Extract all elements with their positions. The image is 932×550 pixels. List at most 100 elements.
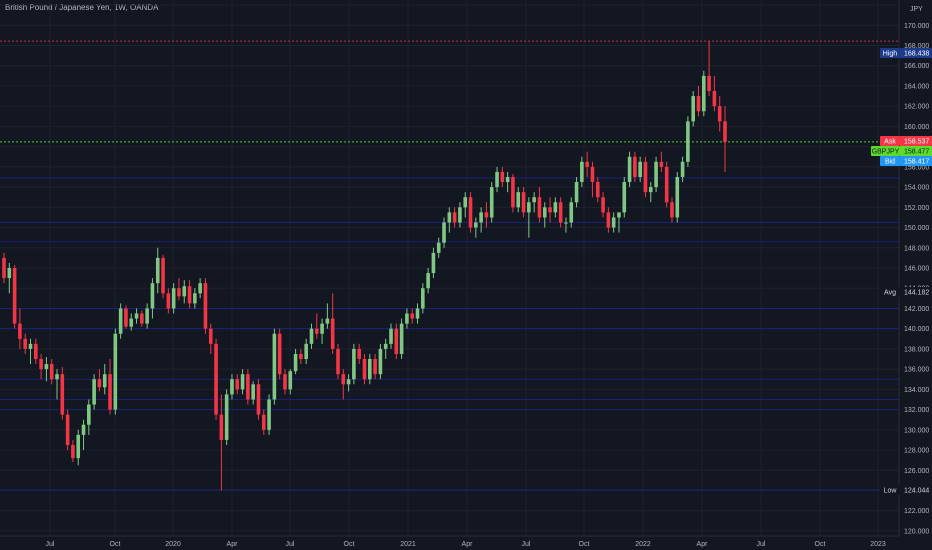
candle — [277, 328, 282, 380]
price-axis-unit: JPY — [910, 6, 923, 13]
time-tick-label: Oct — [110, 541, 121, 548]
price-tick-label: 128.000 — [904, 448, 929, 455]
candle — [2, 252, 6, 284]
candle — [76, 429, 81, 466]
price-tag-label: Ask — [884, 139, 896, 146]
candle — [474, 217, 478, 238]
price-tag-label: Low — [884, 488, 898, 495]
price-tick-label: 162.000 — [904, 104, 929, 111]
price-tag-value: 158.537 — [904, 139, 929, 146]
candle — [447, 207, 452, 233]
candle — [219, 394, 224, 491]
candle — [367, 353, 372, 385]
candle — [633, 151, 637, 183]
candle — [521, 187, 526, 218]
price-tag-value: 158.477 — [904, 149, 929, 156]
candle — [564, 217, 568, 233]
price-axis[interactable]: JPY 120.000122.000124.000126.000128.0001… — [898, 0, 929, 536]
price-tag-gbpjpy: GBPJPY 158.477 — [871, 146, 932, 156]
candle — [399, 318, 404, 360]
candle — [325, 303, 330, 329]
candle — [283, 369, 287, 395]
candle — [235, 374, 240, 395]
candle — [484, 202, 489, 228]
time-tick-label: 2021 — [400, 541, 416, 548]
price-tick-label: 160.000 — [904, 124, 929, 131]
time-tick-label: 2020 — [165, 541, 181, 548]
candle — [140, 310, 144, 327]
candle — [341, 369, 346, 400]
candle — [373, 353, 377, 380]
candle — [81, 419, 86, 451]
candle — [336, 343, 340, 380]
candle — [580, 156, 584, 188]
price-tick-label: 166.000 — [904, 63, 929, 70]
time-tick-label: Jul — [522, 541, 531, 548]
price-tick-label: 146.000 — [904, 266, 929, 273]
candle — [686, 116, 690, 167]
candle — [12, 264, 17, 329]
candle — [505, 171, 510, 193]
price-tag-value: 144.182 — [904, 290, 929, 297]
candle — [150, 278, 155, 319]
candle — [352, 343, 356, 385]
candle — [124, 305, 128, 329]
candle — [696, 85, 701, 117]
price-tick-label: 154.000 — [904, 185, 929, 192]
candle — [7, 262, 12, 294]
candle — [410, 308, 415, 324]
time-axis[interactable]: Jul Oct 2020 Apr Jul Oct 2021 Apr Jul Oct 2022 Apr J… — [0, 535, 899, 548]
candle — [394, 323, 399, 360]
price-tag-value: 158.417 — [904, 159, 929, 166]
price-tick-label: 136.000 — [904, 367, 929, 374]
candle — [431, 247, 436, 279]
candle — [611, 212, 616, 233]
price-tick-label: 140.000 — [904, 326, 929, 333]
candle — [309, 323, 314, 349]
candle — [421, 283, 425, 314]
candle — [44, 356, 49, 382]
candle — [463, 192, 468, 218]
time-tick-label: 2022 — [635, 541, 651, 548]
candle — [18, 308, 22, 349]
candle — [171, 283, 176, 314]
candle — [527, 197, 531, 238]
price-tick-label: 150.000 — [904, 225, 929, 232]
candle — [712, 75, 717, 112]
candle — [442, 217, 446, 248]
price-tick-label: 130.000 — [904, 427, 929, 434]
candle — [489, 182, 494, 223]
candle — [723, 106, 727, 172]
horizontal-levels — [0, 40, 899, 491]
candle — [60, 367, 65, 420]
candle — [203, 278, 208, 334]
candle — [198, 278, 202, 299]
candle — [261, 409, 266, 435]
candle — [553, 197, 558, 218]
price-tag-label: Avg — [884, 290, 896, 297]
candle — [187, 280, 192, 309]
candle — [691, 91, 695, 127]
candle — [574, 176, 579, 208]
candle — [102, 364, 107, 395]
price-tick-label: 120.000 — [904, 528, 929, 535]
candle — [293, 348, 298, 375]
candle — [648, 182, 653, 203]
price-tick-label: 148.000 — [904, 245, 929, 252]
candle — [65, 409, 70, 451]
candle — [405, 308, 409, 329]
time-tick-label: Apr — [697, 541, 709, 548]
candle — [707, 41, 711, 97]
candle — [548, 197, 552, 223]
candle — [55, 369, 59, 400]
price-tick-label: 164.000 — [904, 83, 929, 90]
candle — [537, 187, 542, 223]
candle — [638, 156, 642, 183]
time-tick-label: Oct — [579, 541, 590, 548]
price-tag-label: Bid — [885, 159, 895, 166]
candle — [606, 207, 611, 233]
price-tick-label: 126.000 — [904, 468, 929, 475]
candle — [108, 359, 112, 415]
price-tick-label: 134.000 — [904, 387, 929, 394]
